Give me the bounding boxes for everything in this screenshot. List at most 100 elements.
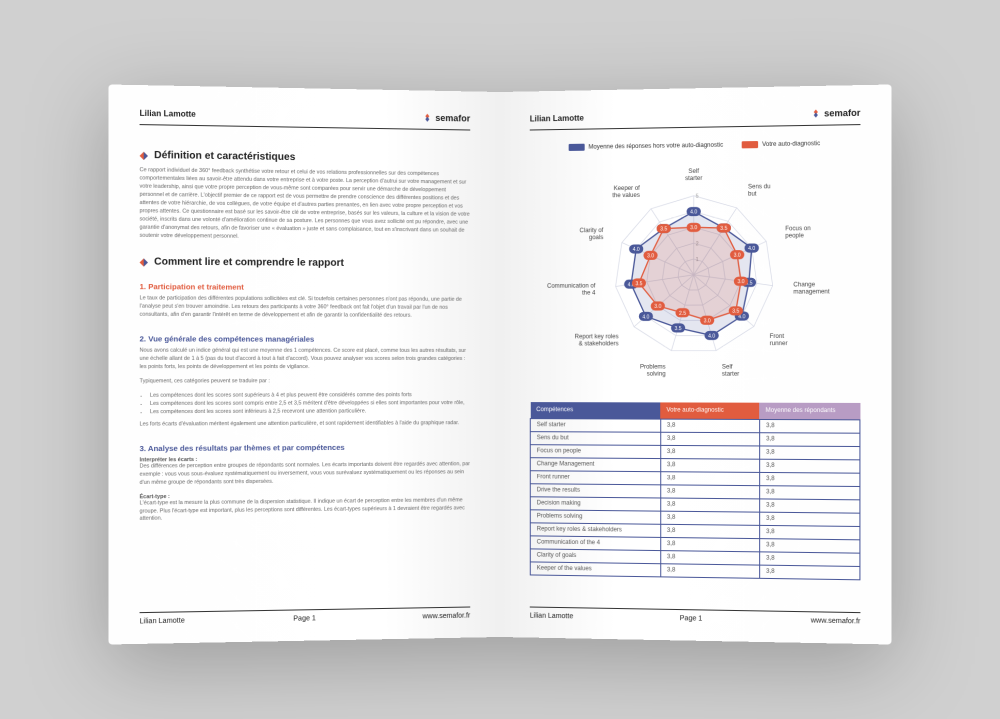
- page-footer: Lilian Lamotte Page 1 www.semafor.fr: [530, 607, 861, 626]
- table-cell: 3,8: [759, 499, 860, 513]
- brand-logo: semafor: [811, 108, 861, 119]
- footer-url: www.semafor.fr: [811, 617, 861, 625]
- svg-text:2.5: 2.5: [679, 311, 686, 317]
- sub3-p1: Des différences de perception entre grou…: [140, 461, 471, 488]
- radar-chart: 123454.03.54.03.54.04.03.54.04.04.03.53.…: [530, 153, 861, 389]
- chart-legend: Moyenne des réponses hors votre auto-dia…: [530, 139, 861, 151]
- svg-text:3.0: 3.0: [654, 304, 661, 310]
- svg-text:Focus on: Focus on: [785, 226, 810, 232]
- radar-svg: 123454.03.54.03.54.04.03.54.04.04.03.53.…: [542, 153, 847, 389]
- svg-text:3.5: 3.5: [732, 309, 739, 315]
- table-cell: Drive the results: [530, 484, 660, 498]
- table-cell: 3,8: [660, 537, 759, 551]
- svg-text:Clarity of: Clarity of: [579, 228, 603, 234]
- svg-text:Sens du: Sens du: [747, 184, 770, 190]
- left-page: Lilian Lamotte semafor Définition et car…: [108, 84, 500, 644]
- table-cell: Decision making: [530, 497, 660, 511]
- author-name: Lilian Lamotte: [140, 108, 196, 118]
- table-cell: 3,8: [759, 459, 860, 473]
- section1-title: Définition et caractéristiques: [140, 150, 471, 166]
- table-cell: 3,8: [660, 485, 759, 499]
- svg-text:but: but: [747, 191, 756, 197]
- page-footer: Lilian Lamotte Page 1 www.semafor.fr: [140, 607, 471, 626]
- table-cell: 3,8: [759, 525, 860, 539]
- table-cell: 3,8: [759, 472, 860, 486]
- footer-author: Lilian Lamotte: [530, 613, 573, 621]
- brand-icon: [422, 113, 432, 123]
- svg-text:the 4: the 4: [582, 290, 596, 296]
- svg-text:3.0: 3.0: [690, 225, 697, 231]
- section2-title-text: Comment lire et comprendre le rapport: [154, 257, 344, 270]
- sub2-outro: Les forts écarts d'évaluation méritent é…: [140, 420, 471, 429]
- legend-series1: Moyenne des réponses hors votre auto-dia…: [568, 142, 723, 151]
- section1-title-text: Définition et caractéristiques: [154, 150, 295, 163]
- svg-text:Communication of: Communication of: [547, 283, 596, 289]
- svg-text:3.0: 3.0: [737, 279, 744, 285]
- sub3-title: 3. Analyse des résultats par thèmes et p…: [140, 442, 471, 453]
- svg-text:5: 5: [695, 194, 698, 200]
- svg-text:goals: goals: [588, 235, 602, 241]
- swatch-blue: [568, 144, 584, 151]
- svg-text:Self: Self: [721, 364, 732, 370]
- table-cell: 3,8: [660, 498, 759, 512]
- svg-text:3.5: 3.5: [720, 226, 727, 232]
- table-cell: 3,8: [660, 459, 759, 473]
- table-cell: 3,8: [660, 564, 759, 579]
- sub3-p2: L'écart-type est la mesure la plus commu…: [140, 497, 471, 524]
- table-cell: 3,8: [660, 551, 759, 566]
- table-cell: 3,8: [759, 512, 860, 526]
- svg-text:management: management: [793, 289, 830, 295]
- table-cell: 3,8: [759, 552, 860, 567]
- legend1-label: Moyenne des réponses hors votre auto-dia…: [588, 142, 723, 150]
- table-cell: 3,8: [759, 565, 860, 580]
- table-cell: Sens du but: [530, 432, 660, 446]
- brand-icon: [811, 108, 821, 118]
- right-page: Lilian Lamotte semafor Moyenne des répon…: [500, 84, 892, 644]
- table-cell: 3,8: [759, 433, 860, 447]
- legend-series2: Votre auto-diagnostic: [742, 140, 821, 148]
- legend2-label: Votre auto-diagnostic: [762, 141, 820, 148]
- table-cell: Self starter: [530, 419, 660, 433]
- table-cell: 3,8: [660, 472, 759, 486]
- svg-text:runner: runner: [769, 341, 787, 347]
- sub1-body: Le taux de participation des différentes…: [140, 296, 471, 321]
- svg-text:starter: starter: [685, 176, 702, 182]
- svg-text:Problems: Problems: [639, 364, 665, 370]
- author-name: Lilian Lamotte: [530, 113, 584, 123]
- svg-text:& stakeholders: & stakeholders: [578, 341, 618, 347]
- svg-text:3.0: 3.0: [647, 253, 654, 259]
- svg-text:Keeper of: Keeper of: [613, 186, 640, 192]
- table-cell: 3,8: [660, 511, 759, 525]
- table-cell: 3,8: [759, 419, 860, 433]
- th-moyenne: Moyenne des répondants: [759, 403, 860, 420]
- table-cell: 3,8: [660, 432, 759, 446]
- svg-text:3.5: 3.5: [674, 326, 681, 332]
- svg-text:4.0: 4.0: [632, 247, 639, 253]
- section1-body: Ce rapport individuel de 360° feedback s…: [140, 167, 471, 243]
- svg-text:Report key roles: Report key roles: [574, 334, 618, 340]
- table-cell: 3,8: [759, 539, 860, 554]
- svg-text:Front: Front: [769, 334, 784, 340]
- svg-text:4.0: 4.0: [748, 246, 755, 252]
- swatch-red: [742, 141, 758, 148]
- brand-logo: semafor: [422, 113, 470, 124]
- page-header: Lilian Lamotte semafor: [530, 108, 861, 131]
- svg-text:solving: solving: [646, 371, 665, 377]
- table-cell: 3,8: [660, 524, 759, 538]
- footer-author: Lilian Lamotte: [140, 617, 185, 625]
- footer-page: Page 1: [680, 615, 703, 622]
- svg-text:4.0: 4.0: [642, 314, 649, 320]
- table-cell: Focus on people: [530, 445, 660, 459]
- table-cell: Front runner: [530, 471, 660, 485]
- table-cell: 3,8: [660, 445, 759, 459]
- svg-text:people: people: [785, 233, 804, 239]
- svg-text:3.5: 3.5: [660, 226, 667, 232]
- svg-text:Change: Change: [793, 282, 815, 288]
- table-cell: 3,8: [660, 419, 759, 433]
- sub2-bullets: Les compétences dont les scores sont sup…: [150, 392, 470, 417]
- th-competence: Compétences: [530, 402, 660, 419]
- section2-title: Comment lire et comprendre le rapport: [140, 257, 471, 270]
- sub2-intro: Typiquement, ces catégories peuvent se t…: [140, 378, 471, 386]
- footer-url: www.semafor.fr: [422, 613, 470, 621]
- table-cell: Keeper of the values: [530, 562, 660, 577]
